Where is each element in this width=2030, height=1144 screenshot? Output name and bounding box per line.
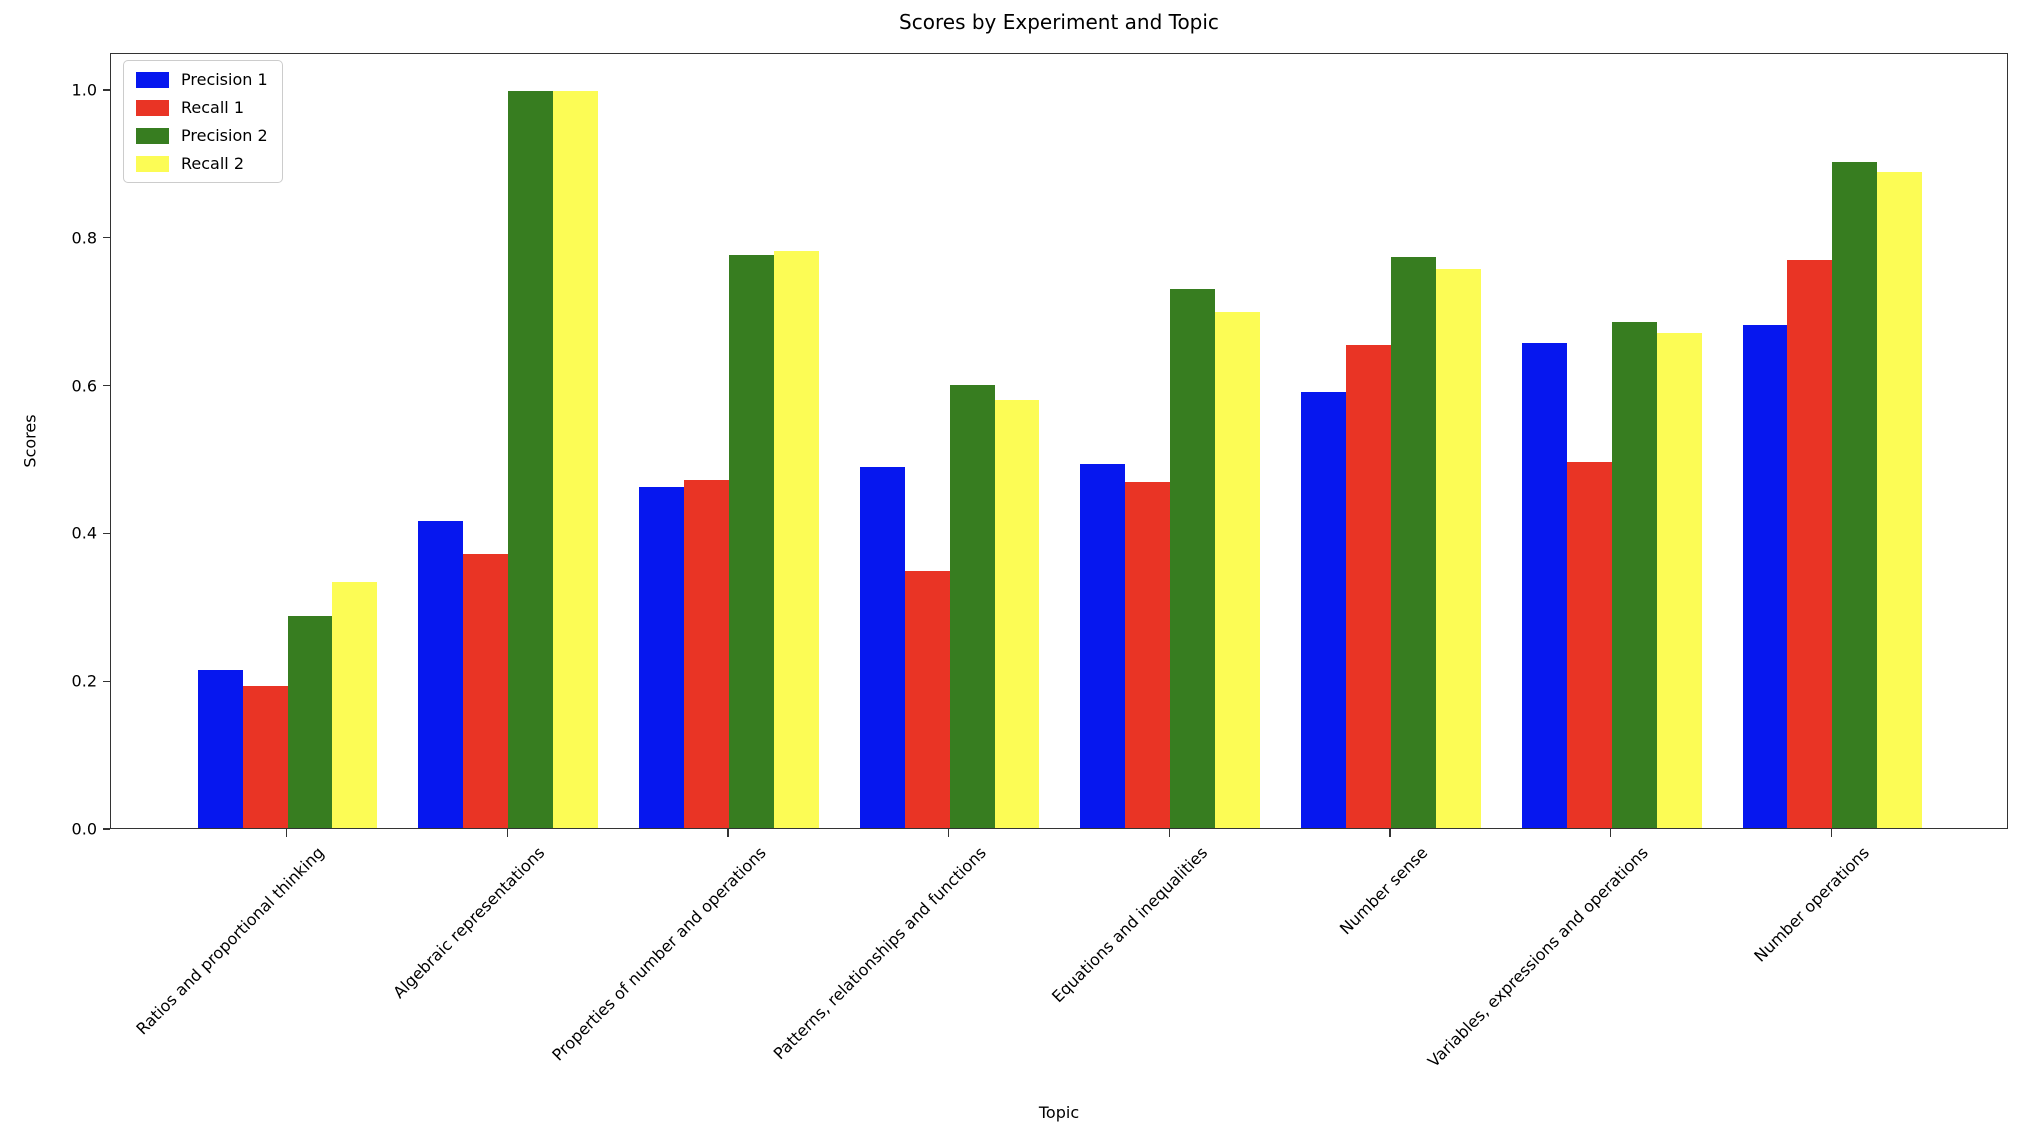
y-axis-label: Scores	[20, 414, 40, 468]
bar	[1391, 256, 1436, 828]
legend-item: Precision 1	[136, 70, 268, 89]
legend-swatch	[136, 155, 169, 172]
x-tick-label: Number operations	[1750, 843, 1873, 966]
bar	[949, 384, 995, 828]
legend: Precision 1 Recall 1 Precision 2 Recall 2	[123, 60, 283, 183]
x-tick-label: Ratios and proportional thinking	[132, 843, 328, 1039]
bar	[287, 616, 333, 828]
bar-group	[197, 54, 378, 828]
bar	[1125, 481, 1171, 828]
y-tick-mark	[103, 237, 110, 239]
bar	[1656, 333, 1702, 828]
x-tick-label: Variables, expressions and operations	[1424, 843, 1653, 1071]
bar	[639, 486, 684, 828]
x-tick-mark	[1610, 829, 1612, 837]
x-tick-mark	[506, 829, 508, 837]
legend-label: Precision 2	[181, 126, 268, 145]
x-tick-label: Patterns, relationships and functions	[769, 843, 991, 1064]
bar	[994, 400, 1040, 828]
y-tick-label: 0.6	[71, 376, 97, 396]
legend-swatch	[136, 127, 169, 144]
bar	[1566, 461, 1612, 828]
bar	[508, 90, 554, 828]
y-tick-mark	[103, 828, 110, 830]
legend-swatch	[136, 71, 169, 88]
x-tick-mark	[1389, 829, 1391, 837]
legend-label: Recall 1	[181, 98, 244, 117]
bar	[859, 466, 905, 828]
chart-title: Scores by Experiment and Topic	[899, 10, 1219, 34]
legend-item: Recall 2	[136, 154, 268, 173]
bar-group	[859, 54, 1040, 828]
legend-item: Recall 1	[136, 98, 268, 117]
bar	[1611, 321, 1657, 828]
x-axis-label: Topic	[1038, 1103, 1080, 1122]
y-tick-mark	[103, 680, 110, 682]
legend-swatch	[136, 99, 169, 116]
x-tick-mark	[948, 829, 950, 837]
y-tick-label: 0.8	[71, 228, 97, 248]
bar	[1435, 268, 1481, 828]
bar	[728, 255, 774, 828]
y-tick-mark	[103, 89, 110, 91]
bar	[1346, 345, 1392, 828]
bar-group	[639, 54, 819, 828]
bar-group	[1521, 54, 1702, 828]
bar	[242, 686, 288, 828]
bar-group	[1301, 54, 1481, 828]
bar	[463, 553, 509, 828]
bar	[332, 581, 378, 828]
bar	[1877, 171, 1923, 828]
bar-group	[418, 54, 599, 828]
bar	[553, 90, 599, 828]
x-tick-mark	[1830, 829, 1833, 837]
legend-label: Precision 1	[181, 70, 268, 89]
x-tick-mark	[727, 829, 729, 837]
bar-group	[1080, 54, 1261, 828]
bar	[1787, 260, 1833, 828]
bar	[1742, 324, 1788, 828]
x-tick-label: Number sense	[1336, 843, 1432, 939]
y-tick-mark	[103, 384, 110, 387]
bar	[773, 250, 819, 828]
bar	[1080, 463, 1126, 828]
bar	[197, 669, 243, 828]
y-tick-label: 0.0	[71, 819, 97, 839]
bar-group	[1742, 54, 1923, 828]
y-tick-label: 1.0	[71, 80, 97, 100]
y-tick-mark	[103, 532, 110, 534]
bar	[418, 520, 464, 828]
bar	[1170, 289, 1216, 828]
legend-label: Recall 2	[181, 154, 244, 173]
bar	[1215, 312, 1261, 828]
bar	[904, 571, 950, 828]
x-tick-mark	[1168, 829, 1170, 837]
y-tick-label: 0.4	[71, 523, 97, 543]
bar	[1832, 161, 1878, 828]
x-tick-label: Algebraic representations	[389, 843, 549, 1003]
plot-area	[110, 53, 2008, 829]
x-tick-mark	[285, 829, 288, 837]
legend-item: Precision 2	[136, 126, 268, 145]
bar	[1301, 392, 1347, 828]
bar	[1521, 342, 1567, 828]
y-tick-label: 0.2	[71, 671, 97, 691]
x-tick-label: Properties of number and operations	[547, 843, 770, 1065]
bar	[684, 480, 729, 828]
x-tick-label: Equations and inequalities	[1047, 843, 1211, 1007]
